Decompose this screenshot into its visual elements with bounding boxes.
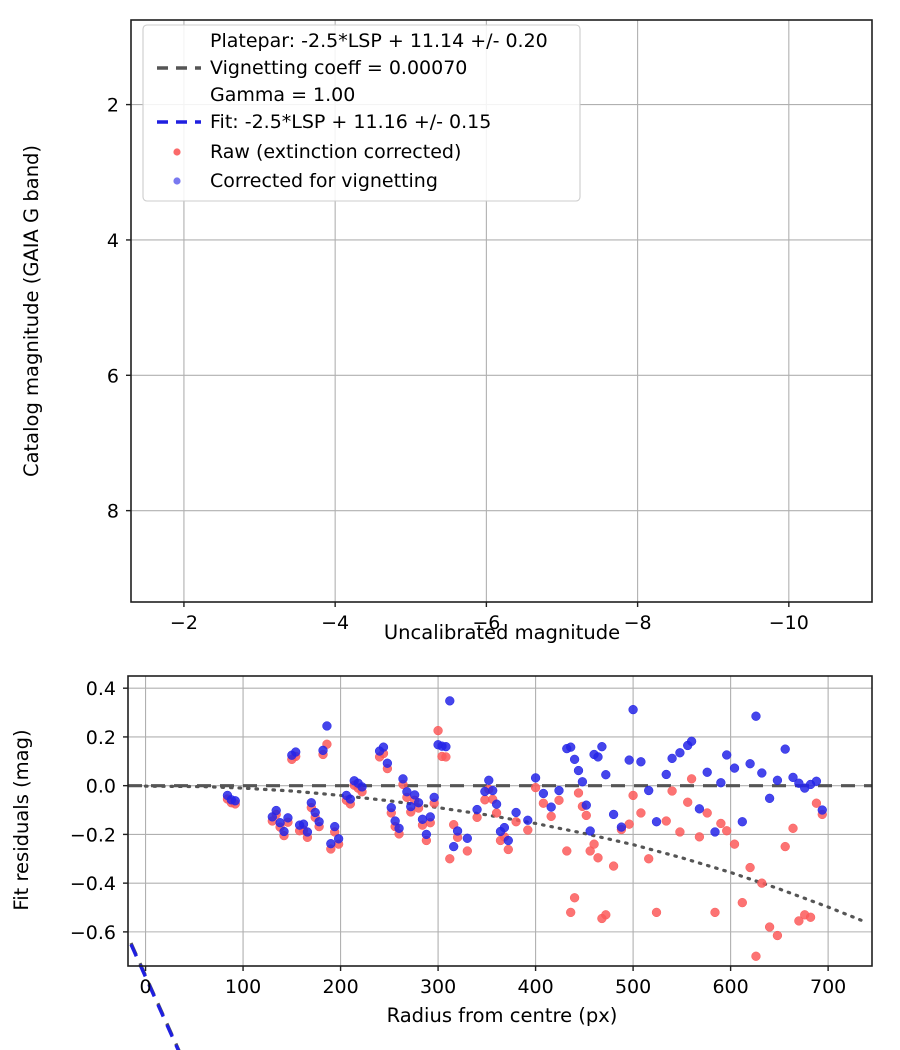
- calibration-x-tick: −4: [321, 612, 349, 634]
- calibration-legend: Platepar: -2.5*LSP + 11.14 +/- 0.20 Vigne…: [142, 24, 581, 202]
- calibration-y-tick: 6: [107, 365, 119, 387]
- calibration-x-tick: −2: [170, 612, 198, 634]
- residuals-model-lines: [128, 784, 872, 925]
- residuals-tick-marks: [123, 687, 829, 971]
- residuals-x-tick: 300: [420, 976, 456, 998]
- residuals-x-axis-title: Radius from centre (px): [387, 1004, 618, 1027]
- residuals-tick-labels: 0 100 200 300 400 500 600 700 0.4 0.2 0.0 −0.2 −0.4 −…: [70, 678, 846, 998]
- calibration-panel: −2 −4 −6 −8 −10 2 4 6 8 Uncalibrated magnitude C…: [20, 19, 873, 1050]
- legend-entry-label: Corrected for vignetting: [210, 170, 438, 192]
- residuals-panel: 0 100 200 300 400 500 600 700 0.4 0.2 0.0 −0.2 −0.4 −…: [10, 675, 873, 1027]
- residuals-y-axis-title: Fit residuals (mag): [10, 729, 33, 910]
- residuals-axes-frame: [127, 675, 873, 967]
- residuals-y-tick: 0.2: [86, 727, 116, 749]
- legend-entry-label: Vignetting coeff = 0.00070: [210, 57, 467, 79]
- residuals-x-tick: 700: [810, 976, 846, 998]
- residuals-x-tick: 500: [615, 976, 651, 998]
- legend-entry-label: Platepar: -2.5*LSP + 11.14 +/- 0.20: [210, 30, 548, 52]
- residuals-y-tick: −0.4: [70, 873, 116, 895]
- residuals-x-tick: 0: [140, 976, 152, 998]
- residuals-x-tick: 400: [517, 976, 553, 998]
- residuals-corrected-points: [222, 696, 827, 852]
- calibration-tick-marks: [126, 103, 790, 607]
- calibration-axes-frame: [130, 19, 873, 603]
- residuals-y-tick: −0.2: [70, 824, 116, 846]
- calibration-y-tick: 2: [107, 95, 119, 117]
- residuals-y-tick: 0.0: [86, 776, 116, 798]
- residuals-y-tick: 0.4: [86, 678, 116, 700]
- legend-entry-label: Gamma = 1.00: [210, 84, 355, 106]
- calibration-x-tick: −6: [472, 612, 500, 634]
- legend-entry-label: Fit: -2.5*LSP + 11.16 +/- 0.15: [210, 111, 491, 133]
- calibration-y-tick: 8: [107, 501, 119, 523]
- calibration-y-axis-title: Catalog magnitude (GAIA G band): [20, 145, 43, 477]
- calibration-y-tick: 4: [107, 230, 119, 252]
- calibration-x-tick: −10: [769, 612, 809, 634]
- residuals-y-tick: −0.6: [70, 922, 116, 944]
- calibration-tick-labels: −2 −4 −6 −8 −10 2 4 6 8: [107, 95, 809, 634]
- residuals-x-tick: 100: [225, 976, 261, 998]
- calibration-x-axis-title: Uncalibrated magnitude: [384, 621, 620, 644]
- legend-entry-label: Raw (extinction corrected): [210, 141, 461, 163]
- residuals-x-tick: 200: [322, 976, 358, 998]
- calibration-x-tick: −8: [624, 612, 652, 634]
- residuals-x-tick: 600: [712, 976, 748, 998]
